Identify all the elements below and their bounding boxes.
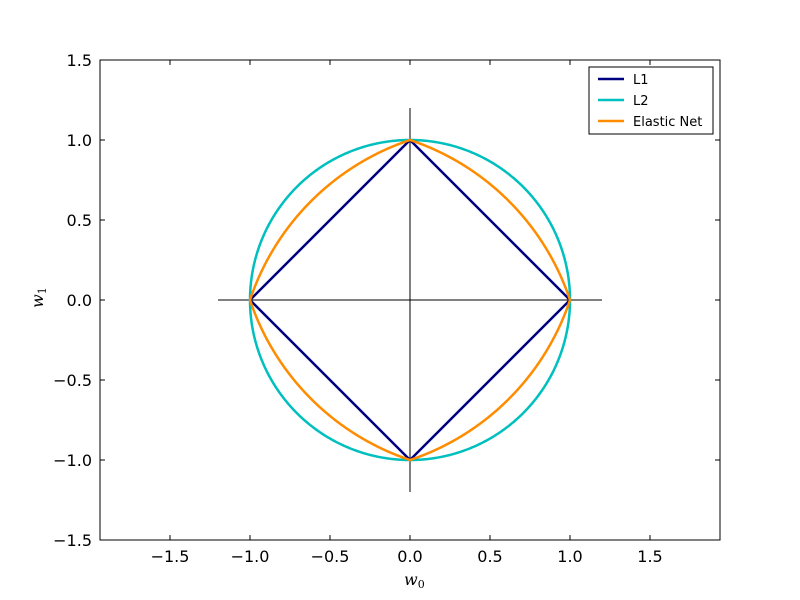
y-tick-label: 0.0 — [67, 291, 92, 310]
x-tick-label: 1.0 — [557, 547, 582, 566]
y-tick-label: −1.0 — [53, 451, 92, 470]
x-tick-label: 0.0 — [397, 547, 422, 566]
x-tick-label: −1.0 — [231, 547, 270, 566]
y-tick-label: −1.5 — [53, 531, 92, 550]
tick-labels: −1.5 −1.0 −0.5 0.0 0.5 1.0 1.5 −1.5 −1.0 −0.5 0.0 0… — [53, 51, 663, 566]
y-tick-label: 0.5 — [67, 211, 92, 230]
ticks — [100, 59, 720, 541]
legend: L1 L2 Elastic Net — [588, 66, 714, 135]
y-tick-label: 1.0 — [67, 131, 92, 150]
x-tick-label: 0.5 — [477, 547, 502, 566]
y-tick-label: 1.5 — [67, 51, 92, 70]
legend-label: L1 — [633, 73, 649, 88]
y-axis-label: w1 — [28, 287, 49, 308]
legend-label: L2 — [633, 94, 649, 109]
plot-frame — [99, 59, 721, 541]
y-tick-label: −0.5 — [53, 371, 92, 390]
series-group — [248, 138, 572, 462]
legend-label: Elastic Net — [633, 115, 702, 130]
x-tick-label: 1.5 — [637, 547, 662, 566]
x-axis-label: w0 — [404, 570, 425, 591]
x-tick-label: −1.5 — [151, 547, 190, 566]
x-tick-label: −0.5 — [311, 547, 350, 566]
series-line-elastic-net — [248, 138, 572, 462]
